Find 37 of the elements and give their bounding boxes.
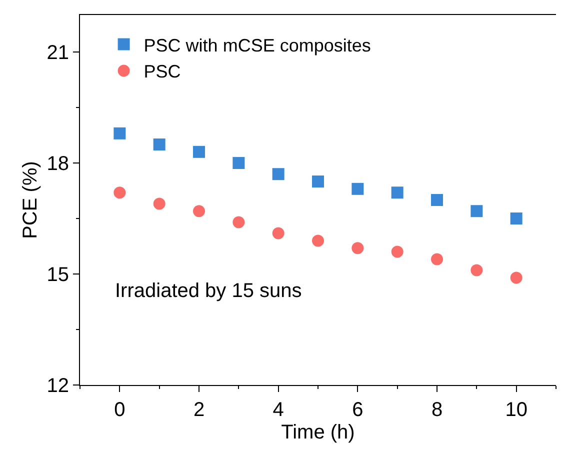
legend-label: PSC with mCSE composites <box>144 35 371 56</box>
point <box>272 227 284 240</box>
point <box>431 253 443 266</box>
point <box>114 186 126 199</box>
point <box>193 146 205 158</box>
point <box>232 216 245 228</box>
point <box>153 138 166 150</box>
point <box>312 176 324 188</box>
point <box>391 186 404 199</box>
y-tick-label: 15 <box>46 264 69 286</box>
x-tick-label: 6 <box>352 399 364 421</box>
annotation: Irradiated by 15 suns <box>115 280 302 302</box>
point <box>352 182 364 195</box>
point <box>153 198 166 210</box>
point <box>510 272 522 284</box>
point <box>352 242 364 254</box>
point <box>272 168 284 180</box>
point <box>312 234 324 247</box>
x-tick-label: 2 <box>193 399 205 421</box>
point <box>114 127 126 140</box>
x-axis-title: Time (h) <box>281 422 355 444</box>
y-tick-label: 18 <box>46 153 69 175</box>
point <box>391 246 404 258</box>
point <box>470 205 483 218</box>
y-tick-label: 12 <box>46 375 69 397</box>
y-axis-title: PCE (%) <box>19 161 42 239</box>
x-tick-label: 10 <box>505 399 528 421</box>
point <box>232 157 245 169</box>
x-tick-label: 0 <box>114 399 126 421</box>
x-tick-label: 4 <box>272 399 284 421</box>
x-tick-label: 8 <box>431 399 443 421</box>
point <box>431 194 443 206</box>
point <box>193 205 205 218</box>
y-tick-label: 21 <box>46 42 69 64</box>
legend-label: PSC <box>144 62 181 82</box>
point <box>470 264 483 276</box>
point <box>510 212 522 224</box>
